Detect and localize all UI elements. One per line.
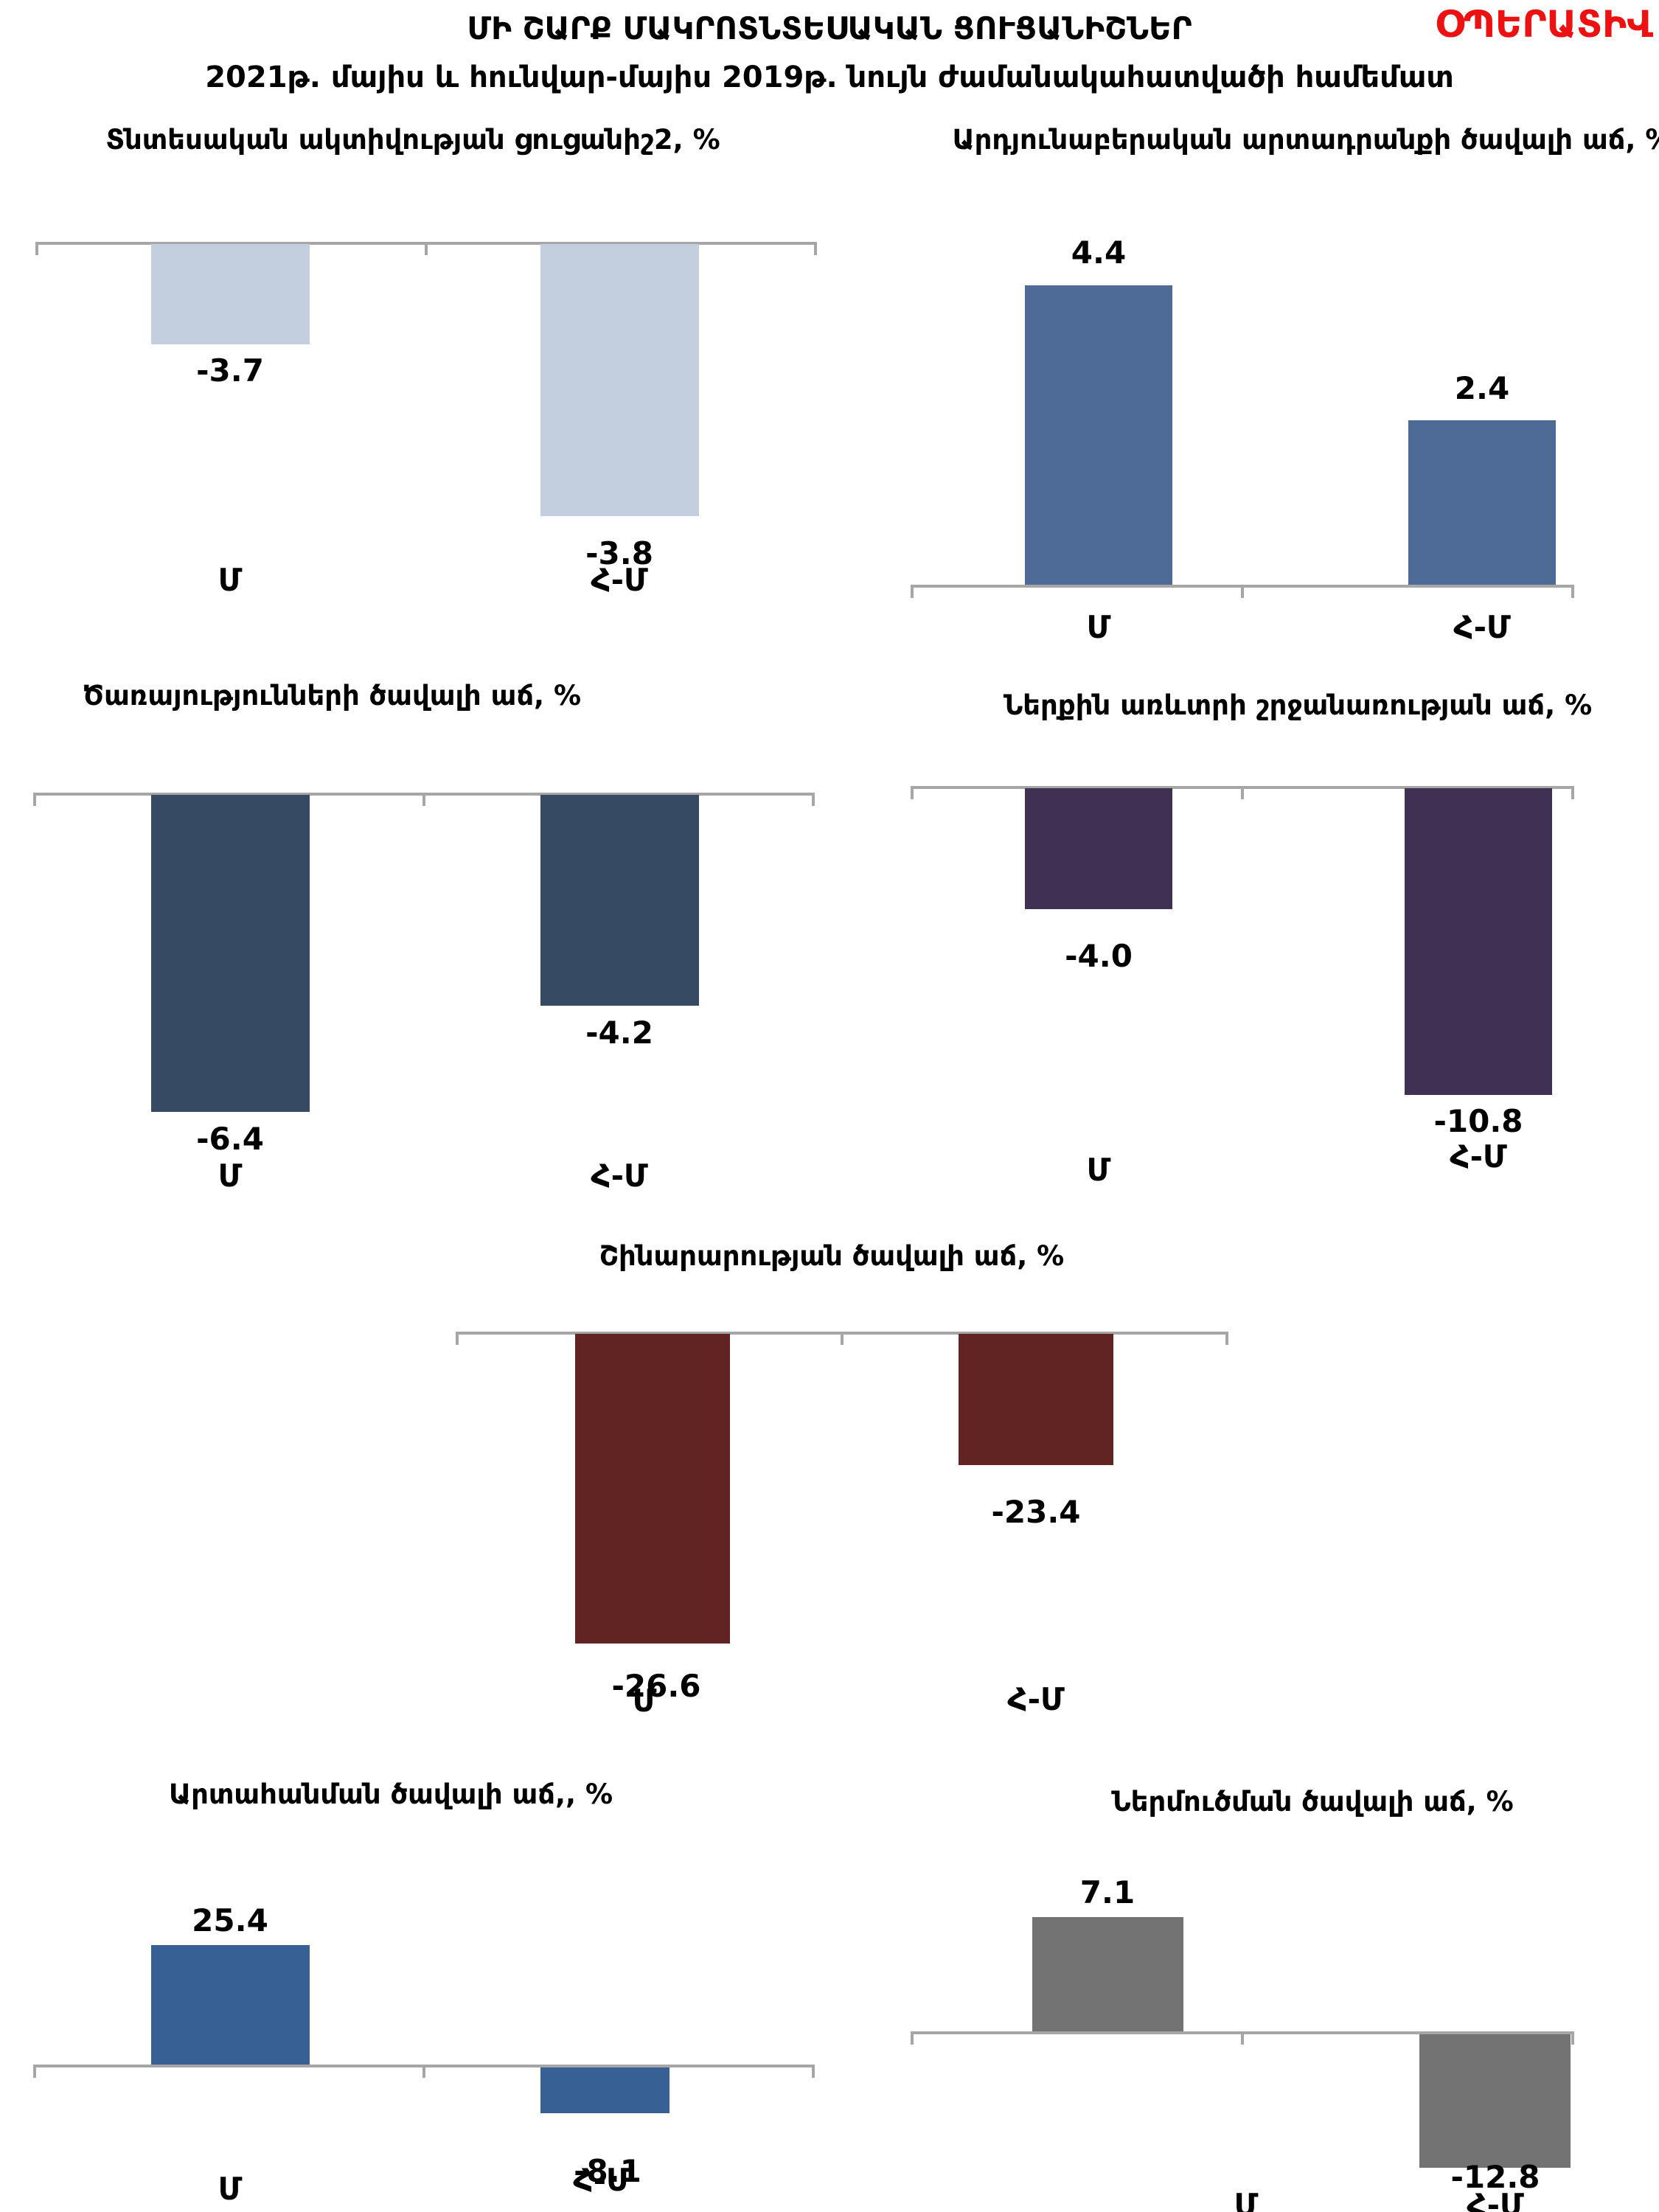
bar-hm [1405,788,1552,1095]
axis-tick [1241,585,1244,598]
bar-m [1025,788,1172,909]
value-label: 4.4 [1071,234,1127,271]
bar-hm [540,795,699,1006]
x-axis [33,2065,815,2078]
x-axis [911,786,1574,799]
value-label: -3.8 [585,535,653,571]
category-label: Հ-Մ [1007,1681,1065,1717]
axis-tick [422,793,425,806]
value-label: 25.4 [192,1902,268,1938]
x-axis [911,2031,1574,2045]
axis-tick [456,1332,459,1345]
category-label: Հ-Մ [591,562,648,598]
axis-tick [425,242,428,255]
bar-hm [540,244,699,516]
value-label: -23.4 [991,1494,1081,1530]
value-label: -26.6 [611,1668,701,1704]
value-label: -10.8 [1433,1103,1523,1139]
category-label: Մ [1086,1152,1111,1188]
bar-m [151,244,310,344]
chart-title: Ծառայությունների ծավալի աճ, % [82,680,582,712]
value-label: -4.0 [1065,938,1133,974]
axis-tick [33,2065,36,2078]
category-label: Մ [632,1683,657,1719]
value-label: 7.1 [1079,1874,1135,1910]
bar-m [1025,285,1172,585]
value-label: -3.7 [196,352,264,389]
axis-tick [422,2065,425,2078]
value-label: -6.4 [196,1121,264,1157]
chart-title: Ներքին առևտրի շրջանառության աճ, % [1003,689,1593,721]
axis-tick [841,1332,844,1345]
bar-hm [959,1334,1113,1465]
category-label: Մ [218,2171,243,2207]
bar-hm [540,2067,669,2113]
value-label: -8.1 [574,2153,641,2189]
bar-m [151,1945,310,2065]
bar-m [575,1334,730,1644]
category-label: Հ-Մ [1450,1138,1507,1175]
bar-m [151,795,310,1112]
category-label: Հ-Մ [1467,2187,1524,2212]
chart-title: Շինարարության ծավալի աճ, % [599,1240,1065,1272]
bar-hm [1419,2034,1571,2168]
x-axis [456,1332,1228,1345]
category-label: Հ-Մ [573,2162,630,2198]
bar-hm [1408,420,1556,585]
axis-tick [1571,2031,1574,2045]
chart-title: Ներմուծման ծավալի աճ, % [1111,1786,1514,1818]
value-label: -4.2 [585,1015,653,1051]
category-label: Մ [218,562,243,598]
axis-tick [35,242,38,255]
axis-tick [814,242,817,255]
axis-tick [812,2065,815,2078]
axis-tick [1571,786,1574,799]
chart-title: Տնտեսական ակտիվության ցուցանիշ2, % [105,124,720,156]
axis-tick [1241,786,1244,799]
x-axis [33,793,815,806]
page-title: ՄԻ ՇԱՐՔ ՄԱԿՐՈՏՆՏԵՍԱԿԱՆ ՑՈՒՑԱՆԻՇՆԵՐ [467,10,1192,46]
axis-tick [1241,2031,1244,2045]
category-label: Հ-Մ [591,1158,648,1194]
category-label: Հ-Մ [1453,609,1511,645]
axis-tick [911,786,914,799]
axis-tick [1225,1332,1228,1345]
chart-title: Արդյունաբերական արտադրանքի ծավալի աճ, % [952,124,1659,156]
axis-tick [911,2031,914,2045]
x-axis [911,585,1574,598]
category-label: Մ [1234,2187,1259,2212]
category-label: Մ [218,1158,243,1194]
category-label: Մ [1086,609,1111,645]
axis-tick [1571,585,1574,598]
operative-badge: ՕՊԵՐԱՏԻՎ [1435,3,1653,46]
axis-tick [812,793,815,806]
axis-tick [33,793,36,806]
bar-m [1032,1917,1183,2031]
chart-title: Արտահանման ծավալի աճ,, % [168,1778,613,1810]
value-label: 2.4 [1454,370,1510,406]
value-label: -12.8 [1450,2159,1540,2195]
page-subtitle: 2021թ. մայիս և հունվար-մայիս 2019թ. նույ… [205,60,1454,94]
x-axis [35,242,817,255]
axis-tick [911,585,914,598]
